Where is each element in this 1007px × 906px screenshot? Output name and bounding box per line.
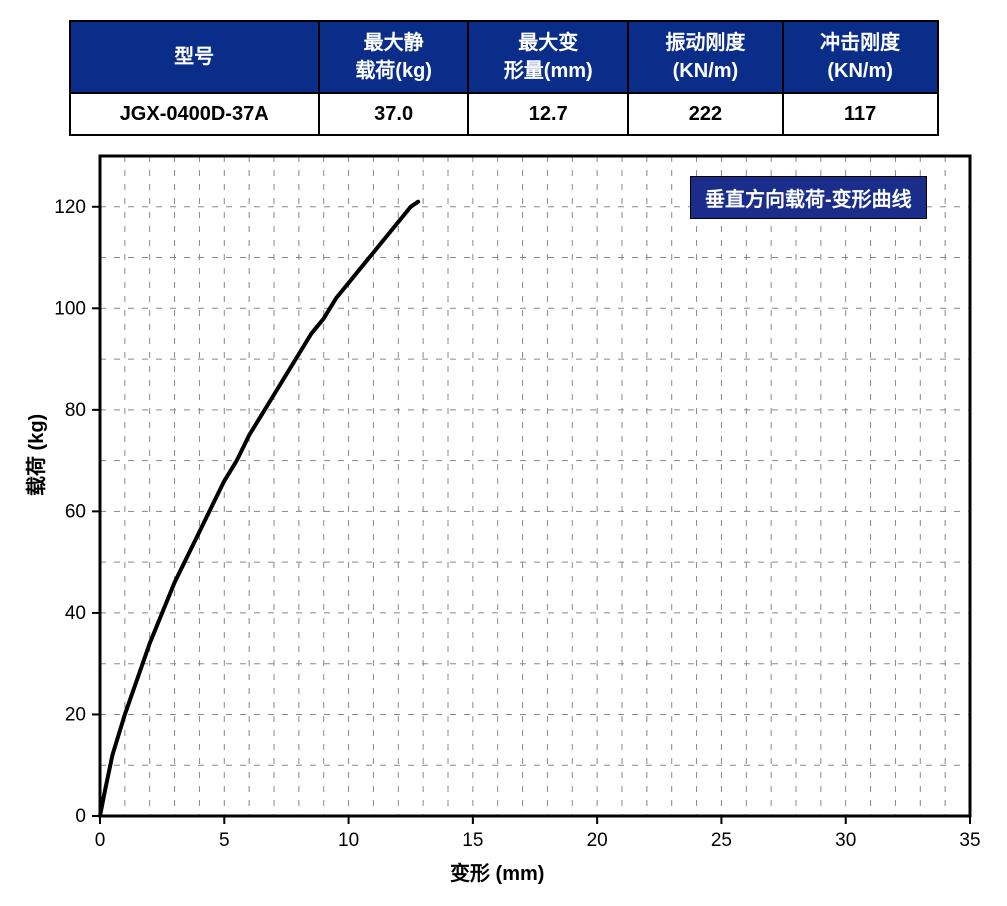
y-axis-label: 载荷 (kg): [20, 414, 49, 496]
table-row: JGX-0400D-37A 37.0 12.7 222 117: [70, 93, 938, 135]
col-shock-stiffness-l1: 冲击刚度: [820, 32, 900, 54]
col-max-deform-l1: 最大变: [518, 32, 578, 54]
svg-text:0: 0: [95, 830, 106, 851]
col-model: 型号: [70, 21, 319, 93]
svg-text:60: 60: [65, 501, 86, 522]
svg-text:30: 30: [835, 830, 856, 851]
col-max-deform: 最大变形量(mm): [468, 21, 628, 93]
svg-text:10: 10: [338, 830, 359, 851]
svg-text:20: 20: [65, 704, 86, 725]
cell-vib-stiffness: 222: [628, 93, 783, 135]
svg-text:5: 5: [219, 830, 230, 851]
chart-title-box: 垂直方向载荷-变形曲线: [690, 176, 927, 219]
chart-title-text: 垂直方向载荷-变形曲线: [705, 189, 912, 211]
col-max-static-load-l1: 最大静: [364, 32, 424, 54]
col-vib-stiffness-l2: (KN/m): [673, 60, 739, 82]
cell-model: JGX-0400D-37A: [70, 93, 319, 135]
x-axis-label: 变形 (mm): [450, 857, 544, 886]
svg-text:120: 120: [54, 197, 86, 218]
cell-max-deform: 12.7: [468, 93, 628, 135]
col-vib-stiffness: 振动刚度 (KN/m): [628, 21, 783, 93]
svg-text:80: 80: [65, 400, 86, 421]
svg-text:35: 35: [959, 830, 980, 851]
col-max-deform-l2: 形量(mm): [504, 60, 593, 82]
cell-shock-stiffness: 117: [783, 93, 938, 135]
svg-text:20: 20: [587, 830, 608, 851]
col-max-static-load: 最大静载荷(kg): [319, 21, 469, 93]
col-shock-stiffness-l2: (KN/m): [827, 60, 893, 82]
spec-table: 型号 最大静载荷(kg) 最大变形量(mm) 振动刚度 (KN/m) 冲击刚度 (K…: [69, 20, 939, 136]
svg-text:25: 25: [711, 830, 732, 851]
load-deflection-chart: 0 5 10 15 20 25 30 35 0 20 40 60 80 100 120: [20, 146, 987, 866]
cell-max-static-load: 37.0: [319, 93, 469, 135]
svg-text:0: 0: [75, 806, 86, 827]
svg-text:15: 15: [462, 830, 483, 851]
col-max-static-load-l2: 载荷(kg): [355, 60, 432, 82]
col-shock-stiffness: 冲击刚度 (KN/m): [783, 21, 938, 93]
chart-container: 0 5 10 15 20 25 30 35 0 20 40 60 80 100 120 载荷 (kg) 变形…: [20, 146, 987, 886]
table-header-row: 型号 最大静载荷(kg) 最大变形量(mm) 振动刚度 (KN/m) 冲击刚度 (K…: [70, 21, 938, 93]
col-model-label: 型号: [174, 46, 214, 68]
col-vib-stiffness-l1: 振动刚度: [665, 32, 745, 54]
svg-text:100: 100: [54, 298, 86, 319]
svg-text:40: 40: [65, 603, 86, 624]
